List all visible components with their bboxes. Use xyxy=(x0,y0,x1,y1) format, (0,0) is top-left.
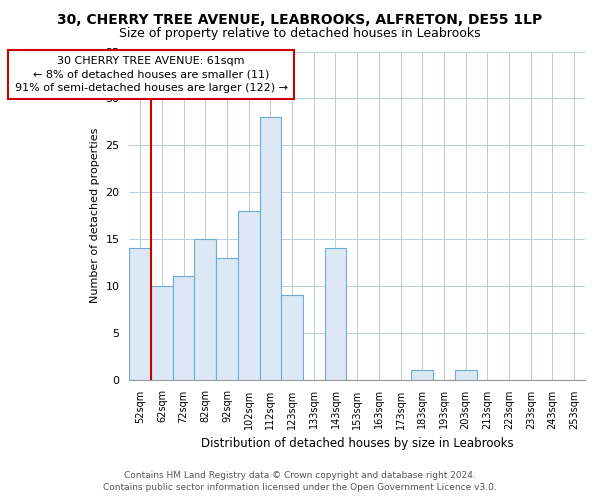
Y-axis label: Number of detached properties: Number of detached properties xyxy=(90,128,100,303)
Text: 30, CHERRY TREE AVENUE, LEABROOKS, ALFRETON, DE55 1LP: 30, CHERRY TREE AVENUE, LEABROOKS, ALFRE… xyxy=(58,12,542,26)
Bar xyxy=(238,211,260,380)
Bar xyxy=(173,276,194,380)
Bar xyxy=(151,286,173,380)
Text: 30 CHERRY TREE AVENUE: 61sqm
← 8% of detached houses are smaller (11)
91% of sem: 30 CHERRY TREE AVENUE: 61sqm ← 8% of det… xyxy=(14,56,287,92)
Text: Contains HM Land Registry data © Crown copyright and database right 2024.
Contai: Contains HM Land Registry data © Crown c… xyxy=(103,471,497,492)
X-axis label: Distribution of detached houses by size in Leabrooks: Distribution of detached houses by size … xyxy=(201,437,514,450)
Bar xyxy=(325,248,346,380)
Bar xyxy=(260,117,281,380)
Bar xyxy=(412,370,433,380)
Bar xyxy=(216,258,238,380)
Bar xyxy=(194,239,216,380)
Text: Size of property relative to detached houses in Leabrooks: Size of property relative to detached ho… xyxy=(119,28,481,40)
Bar xyxy=(130,248,151,380)
Bar xyxy=(281,295,303,380)
Bar xyxy=(455,370,476,380)
